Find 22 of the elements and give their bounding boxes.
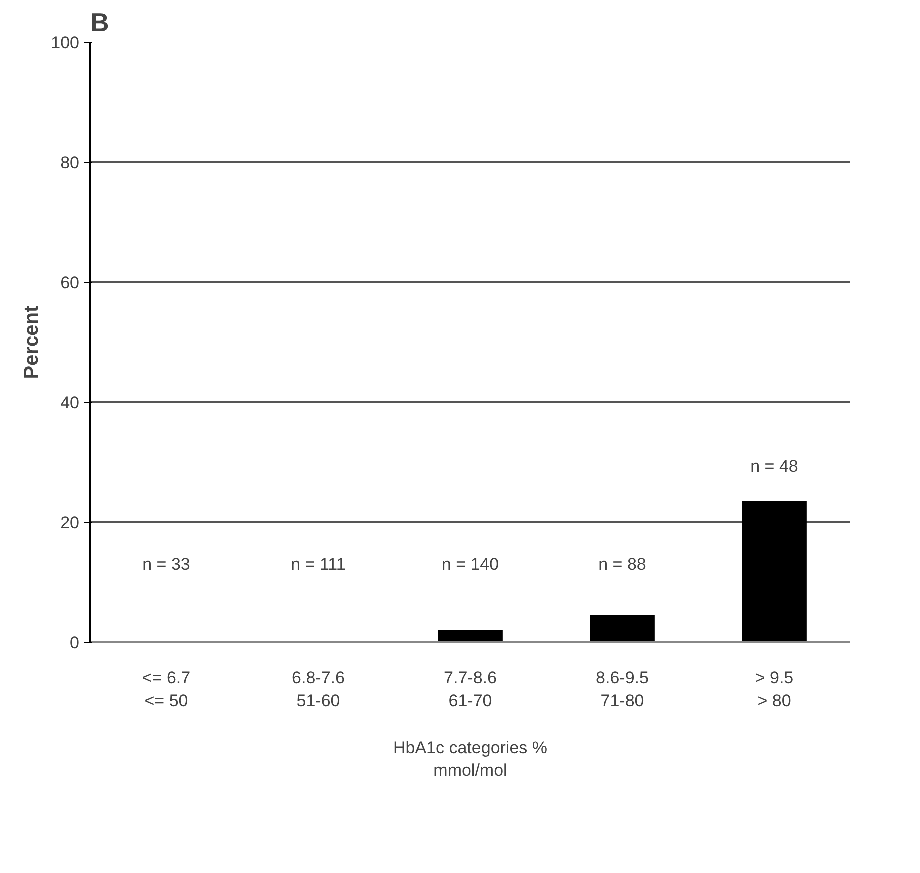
x-tick-label: <= 6.7 <= 50	[142, 668, 191, 710]
chart-title: B	[90, 8, 110, 38]
bar	[742, 501, 807, 642]
x-tick-label: 6.8-7.6 51-60	[292, 668, 345, 710]
x-axis-title: HbA1c categories % mmol/mol	[393, 738, 548, 780]
annotation: n = 140	[442, 555, 500, 574]
y-tick-label: 0	[70, 634, 80, 652]
x-tick-label: 7.7-8.6 61-70	[444, 668, 497, 710]
annotation: n = 111	[291, 555, 346, 574]
x-tick-label: 8.6-9.5 71-80	[596, 668, 649, 710]
x-tick-label: > 9.5 > 80	[755, 668, 794, 710]
y-tick-label: 40	[60, 394, 80, 412]
y-tick-label: 60	[60, 274, 80, 292]
y-axis-title: Percent	[21, 305, 44, 380]
annotation: n = 33	[142, 555, 190, 574]
bar	[438, 630, 503, 642]
annotation: n = 88	[598, 555, 646, 574]
annotation: n = 48	[750, 457, 798, 476]
bar	[590, 615, 655, 642]
y-tick-label: 80	[60, 154, 80, 172]
y-tick-label: 100	[51, 34, 80, 52]
y-tick-label: 20	[60, 514, 80, 532]
